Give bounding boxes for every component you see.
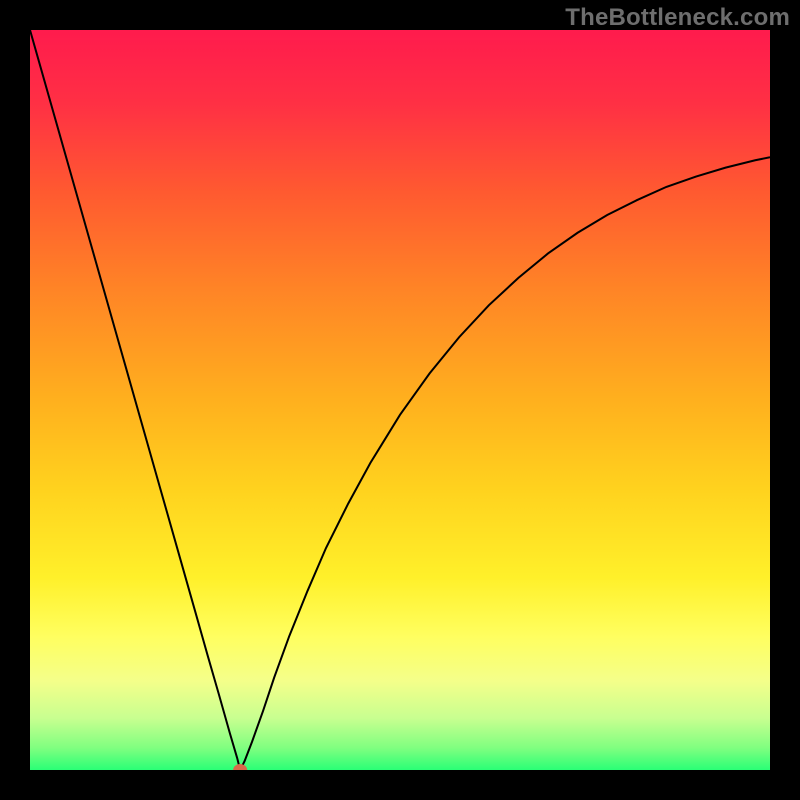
chart-container: { "watermark": { "text": "TheBottleneck.… [0,0,800,800]
plot-area [30,30,770,770]
watermark-text: TheBottleneck.com [565,4,790,32]
gradient-background [30,30,770,770]
